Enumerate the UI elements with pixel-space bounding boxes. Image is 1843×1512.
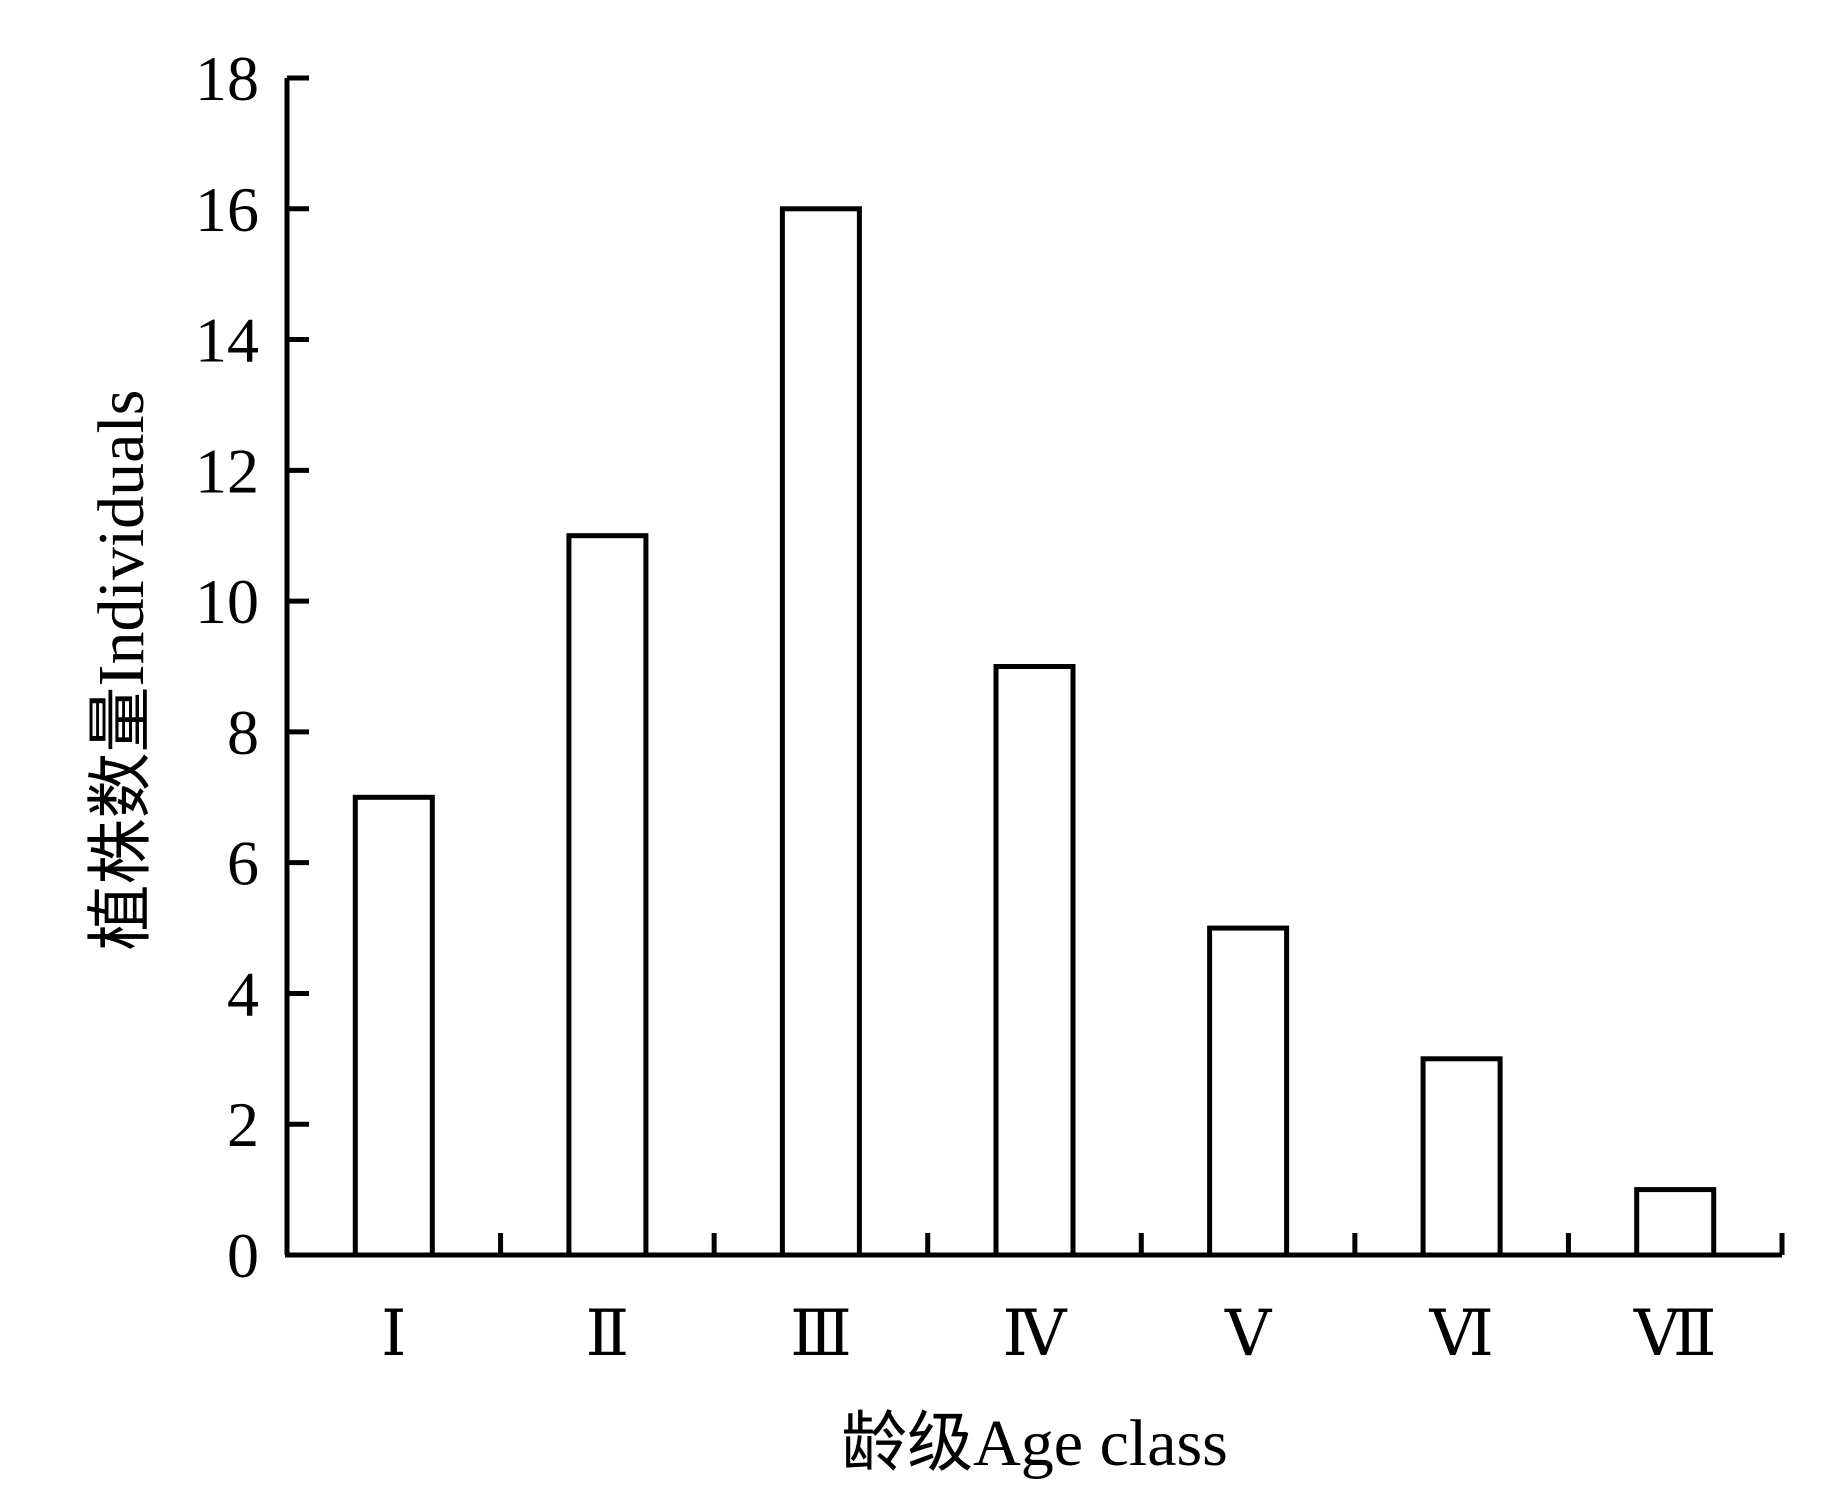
y-tick-label: 6 xyxy=(227,828,259,899)
y-tick-label: 4 xyxy=(227,958,259,1029)
y-tick-label: 2 xyxy=(227,1089,259,1160)
y-ticks-group: 0 2 4 6 8 10 12 14 16 18 xyxy=(195,43,309,1291)
y-tick-label: 14 xyxy=(195,305,259,376)
bar-2 xyxy=(566,533,649,1258)
x-category-label-2: Ⅱ xyxy=(586,1298,630,1369)
bars-group xyxy=(352,206,1717,1258)
axes-group xyxy=(284,78,1782,1258)
y-tick-label: 0 xyxy=(227,1220,259,1291)
bar-4 xyxy=(993,664,1076,1258)
y-tick-label: 8 xyxy=(227,697,259,768)
y-tick-label: 10 xyxy=(195,566,259,637)
y-tick-label: 16 xyxy=(195,174,259,245)
y-tick-label: 12 xyxy=(195,435,259,506)
bar-6 xyxy=(1420,1056,1503,1258)
x-category-label-7: Ⅶ xyxy=(1633,1298,1717,1369)
bar-1 xyxy=(352,794,435,1258)
x-category-label-1: Ⅰ xyxy=(381,1298,406,1369)
x-category-label-3: Ⅲ xyxy=(790,1298,852,1369)
y-axis-title: 植株数量Individuals xyxy=(85,390,158,951)
x-category-label-6: Ⅵ xyxy=(1428,1298,1493,1369)
bar-7 xyxy=(1634,1187,1717,1258)
x-ticks-group: Ⅰ Ⅱ Ⅲ Ⅳ Ⅴ Ⅵ Ⅶ xyxy=(381,1233,1785,1369)
y-tick-label: 18 xyxy=(195,43,259,114)
bar-5 xyxy=(1207,925,1290,1258)
x-axis-title: 龄级Age class xyxy=(841,1407,1228,1480)
x-category-label-4: Ⅳ xyxy=(1003,1298,1068,1369)
bar-3 xyxy=(779,206,862,1258)
x-category-label-5: Ⅴ xyxy=(1224,1298,1273,1369)
